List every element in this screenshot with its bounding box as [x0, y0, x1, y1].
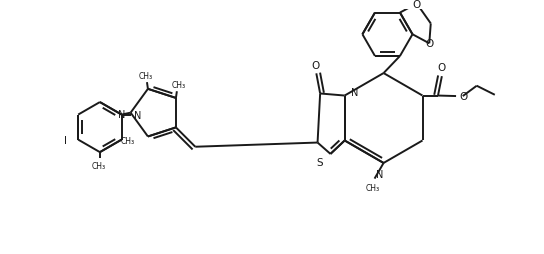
Text: S: S — [316, 157, 323, 167]
Text: CH₃: CH₃ — [139, 72, 153, 81]
Text: CH₃: CH₃ — [120, 136, 134, 145]
Text: O: O — [460, 92, 468, 102]
Text: O: O — [413, 0, 421, 9]
Text: CH₃: CH₃ — [366, 183, 380, 192]
Text: N: N — [119, 109, 126, 119]
Text: N: N — [351, 87, 358, 97]
Text: O: O — [425, 39, 434, 49]
Text: N: N — [134, 110, 142, 120]
Text: CH₃: CH₃ — [172, 81, 186, 90]
Text: I: I — [64, 135, 67, 145]
Text: N: N — [376, 170, 384, 180]
Text: CH₃: CH₃ — [92, 161, 106, 170]
Text: O: O — [438, 62, 446, 72]
Text: O: O — [311, 60, 319, 70]
